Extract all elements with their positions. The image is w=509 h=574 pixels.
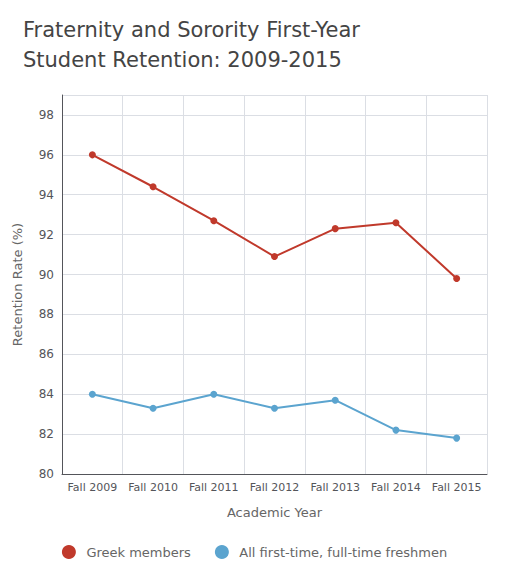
svg-text:Fall 2014: Fall 2014 — [371, 481, 421, 494]
svg-text:Fall 2012: Fall 2012 — [250, 481, 300, 494]
svg-text:92: 92 — [39, 228, 54, 242]
svg-text:Student Retention: 2009-2015: Student Retention: 2009-2015 — [23, 48, 342, 72]
svg-text:88: 88 — [39, 307, 54, 321]
svg-text:86: 86 — [39, 347, 54, 361]
svg-text:80: 80 — [39, 467, 54, 481]
svg-text:94: 94 — [39, 188, 54, 202]
svg-text:82: 82 — [39, 427, 54, 441]
svg-text:Academic Year: Academic Year — [227, 505, 323, 520]
svg-text:All first-time, full-time fres: All first-time, full-time freshmen — [239, 545, 447, 560]
svg-text:Fall 2011: Fall 2011 — [189, 481, 239, 494]
svg-text:96: 96 — [39, 148, 54, 162]
svg-text:98: 98 — [39, 108, 54, 122]
svg-text:Fall 2015: Fall 2015 — [432, 481, 482, 494]
svg-text:Retention Rate (%): Retention Rate (%) — [10, 223, 25, 346]
svg-text:Fall 2009: Fall 2009 — [68, 481, 118, 494]
svg-text:Fall 2010: Fall 2010 — [128, 481, 178, 494]
svg-text:Fall 2013: Fall 2013 — [310, 481, 360, 494]
svg-text:84: 84 — [39, 387, 54, 401]
svg-text:90: 90 — [39, 268, 54, 282]
svg-text:Greek members: Greek members — [86, 545, 191, 560]
svg-text:Fraternity and Sorority First-: Fraternity and Sorority First-Year — [23, 18, 360, 42]
